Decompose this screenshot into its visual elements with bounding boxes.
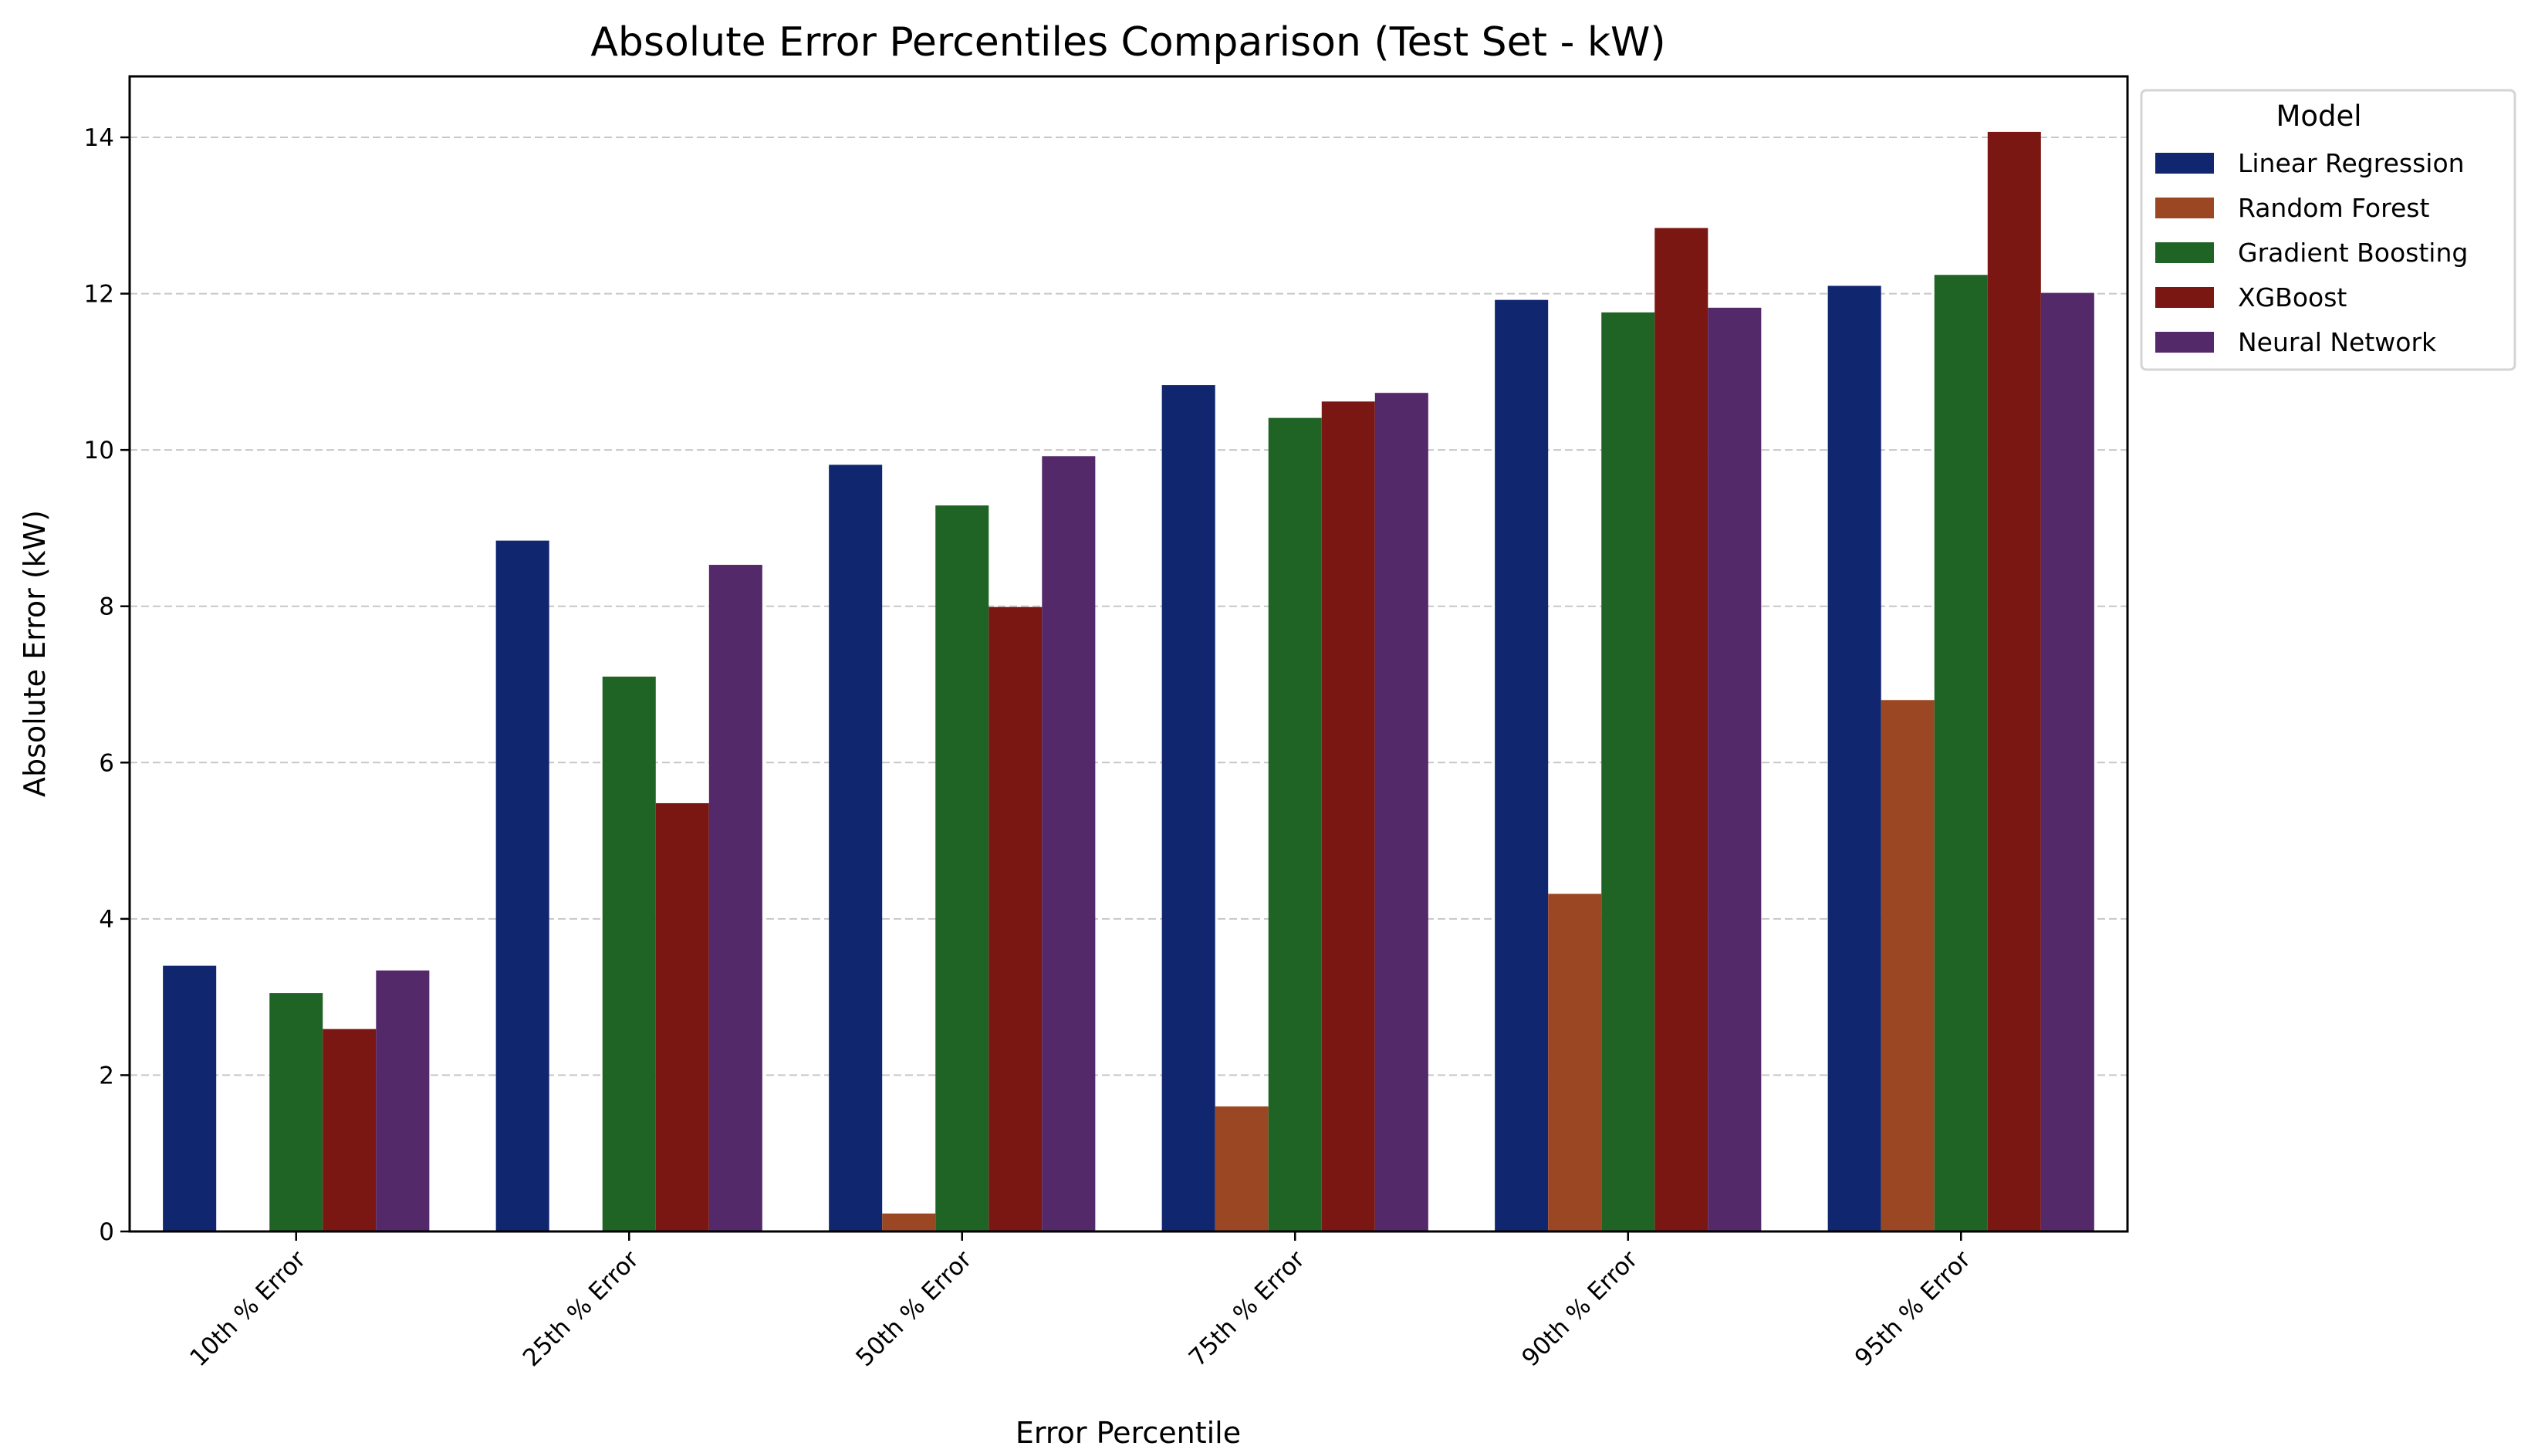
bar-gradient-boosting [1268,417,1322,1232]
bar-xgboost [989,606,1043,1231]
bar-random-forest [1548,894,1602,1231]
legend-swatch [2155,242,2214,263]
legend-entry: Neural Network [2238,327,2437,357]
bar-linear-regression [1827,285,1881,1231]
bar-gradient-boosting [935,505,989,1231]
x-tick-label: 90th % Error [1516,1245,1643,1372]
x-tick-label: 25th % Error [518,1245,644,1372]
bar-gradient-boosting [1934,275,1988,1231]
legend-swatch [2155,287,2214,308]
bars [163,131,2094,1232]
legend-entry: XGBoost [2238,282,2347,312]
legend-swatch [2155,198,2214,218]
bar-gradient-boosting [602,676,656,1231]
x-tick-label: 95th % Error [1850,1245,1976,1372]
bar-linear-regression [163,965,217,1231]
legend-swatch [2155,153,2214,174]
y-axis: 0 2 4 6 8 10 12 14 [84,124,130,1246]
bar-gradient-boosting [1601,312,1655,1231]
x-axis-label: Error Percentile [1016,1416,1241,1450]
bar-xgboost [323,1029,377,1231]
legend-swatch [2155,332,2214,353]
bar-linear-regression [1161,385,1215,1231]
chart-title: Absolute Error Percentiles Comparison (T… [590,19,1665,66]
y-tick-label: 6 [99,749,114,777]
bar-xgboost [1987,131,2041,1231]
y-tick-label: 8 [99,593,114,621]
bar-neural-network [1374,393,1428,1232]
bar-linear-regression [1495,299,1549,1232]
y-tick-label: 2 [99,1062,114,1089]
legend-entry: Linear Regression [2238,148,2465,178]
bar-linear-regression [829,465,883,1231]
bar-neural-network [1708,307,1762,1231]
legend-frame [2140,89,2516,371]
y-tick-label: 0 [99,1218,114,1246]
x-tick-label: 75th % Error [1184,1245,1310,1372]
y-tick-label: 10 [84,437,114,465]
bar-random-forest [882,1213,936,1231]
legend-title: Model [2276,100,2361,133]
y-axis-label: Absolute Error (kW) [18,510,52,797]
x-axis: 10th % Error 25th % Error 50th % Error 75th… [184,1231,1976,1372]
bar-neural-network [1042,456,1096,1231]
plot-frame [128,75,2129,1233]
legend-entry: Random Forest [2238,193,2429,223]
legend: Model Linear Regression Random Forest Grad… [2140,89,2516,371]
bar-neural-network [376,970,430,1231]
x-tick-label: 10th % Error [184,1245,311,1372]
bar-gradient-boosting [269,993,323,1231]
bar-xgboost [1654,228,1708,1231]
bar-neural-network [708,565,762,1231]
x-tick-label: 50th % Error [850,1245,977,1372]
bar-random-forest [1881,700,1935,1231]
y-tick-label: 12 [84,281,114,309]
bar-xgboost [1321,401,1375,1231]
gridlines [130,137,2128,1076]
y-tick-label: 4 [99,906,114,934]
bar-neural-network [2040,292,2094,1231]
bar-xgboost [655,802,709,1231]
bar-linear-regression [495,540,549,1231]
legend-entry: Gradient Boosting [2238,238,2468,268]
bar-random-forest [1215,1106,1269,1231]
y-tick-label: 14 [84,124,114,152]
